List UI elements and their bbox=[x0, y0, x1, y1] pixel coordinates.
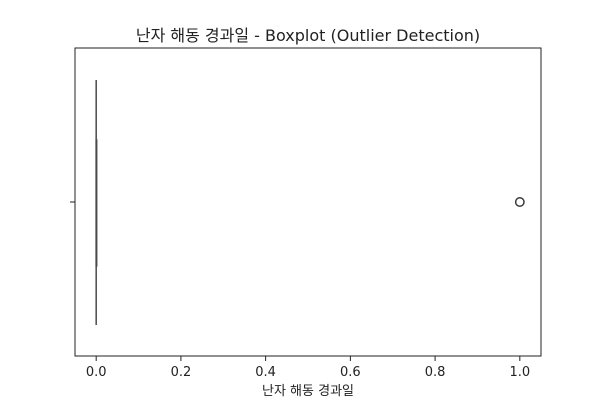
outlier-point bbox=[514, 197, 525, 207]
x-tick-label: 0.8 bbox=[425, 365, 446, 380]
chart-title: 난자 해동 경과일 - Boxplot (Outlier Detection) bbox=[136, 26, 480, 45]
x-axis-label: 난자 해동 경과일 bbox=[262, 384, 354, 399]
x-tick-label: 0.2 bbox=[171, 365, 192, 380]
x-tick-label: 0.4 bbox=[255, 365, 276, 380]
plot-frame bbox=[74, 47, 542, 357]
x-tick-label: 0.0 bbox=[86, 365, 107, 380]
x-axis: 0.0 0.2 0.4 0.6 0.8 1.0 bbox=[86, 356, 530, 380]
x-tick-label: 1.0 bbox=[509, 365, 530, 380]
x-tick-label: 0.6 bbox=[340, 365, 361, 380]
plot-area bbox=[70, 47, 542, 357]
